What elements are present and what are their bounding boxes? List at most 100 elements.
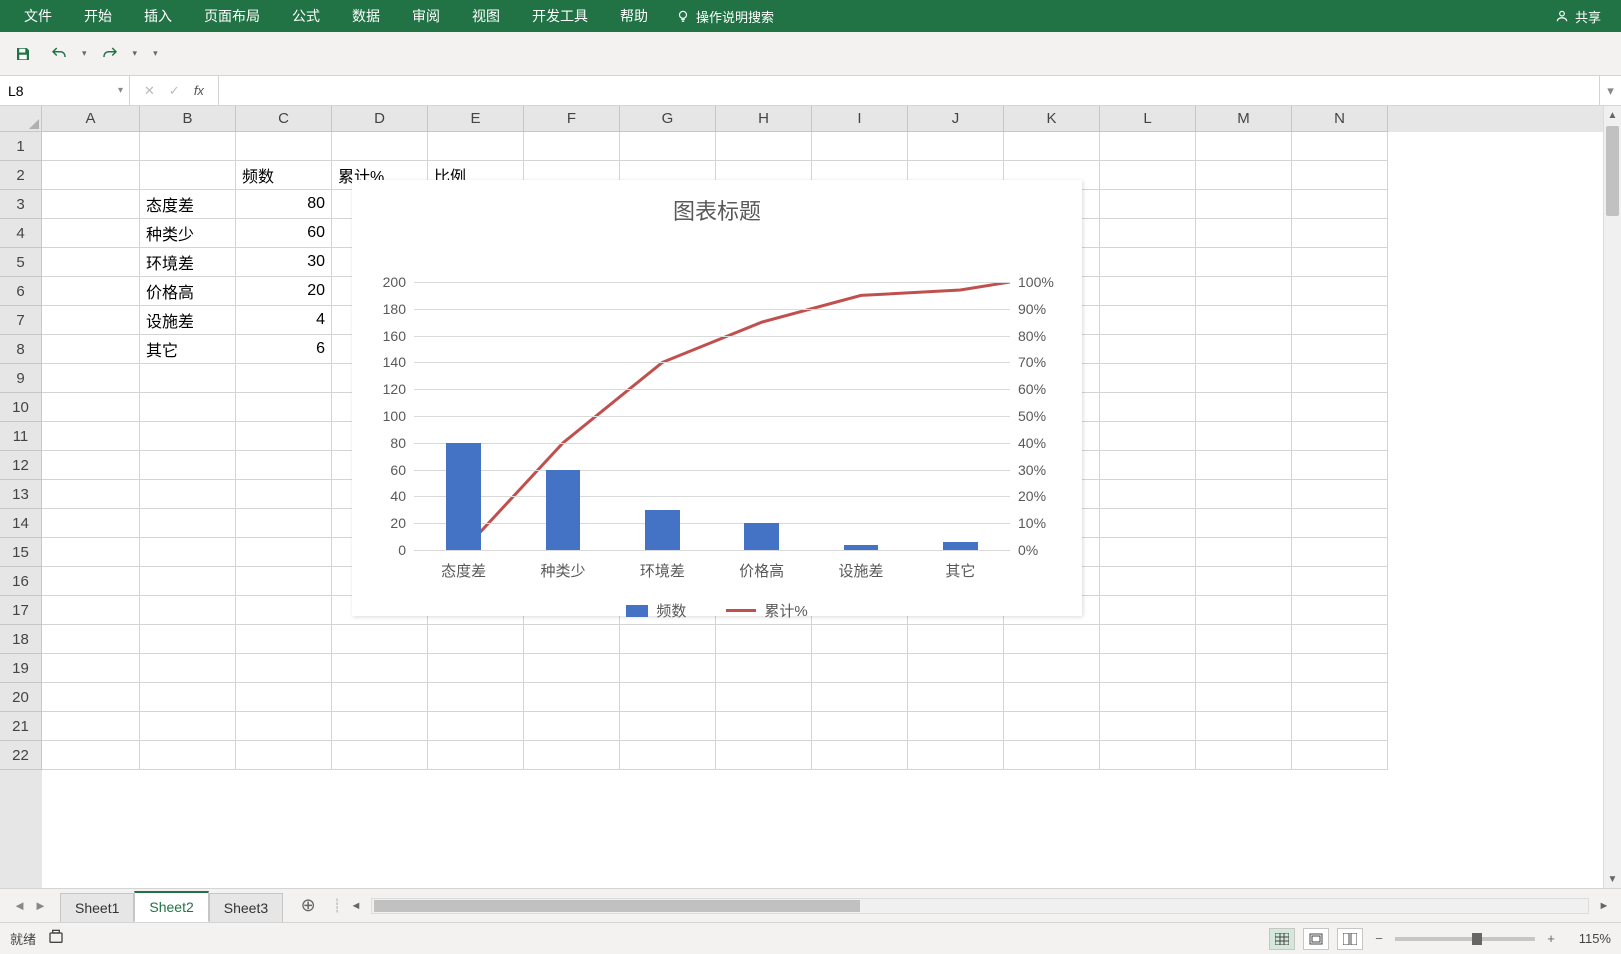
menu-数据[interactable]: 数据 — [336, 0, 396, 32]
row-header-10[interactable]: 10 — [0, 393, 42, 422]
cell-M13[interactable] — [1196, 480, 1292, 509]
cell-B18[interactable] — [140, 625, 236, 654]
cell-M19[interactable] — [1196, 654, 1292, 683]
cell-B13[interactable] — [140, 480, 236, 509]
cell-C6[interactable]: 20 — [236, 277, 332, 306]
qat-customize[interactable]: ▾ — [153, 48, 158, 59]
cell-J21[interactable] — [908, 712, 1004, 741]
cell-J22[interactable] — [908, 741, 1004, 770]
cell-A9[interactable] — [42, 364, 140, 393]
cell-H21[interactable] — [716, 712, 812, 741]
cell-C13[interactable] — [236, 480, 332, 509]
cell-A4[interactable] — [42, 219, 140, 248]
cell-L20[interactable] — [1100, 683, 1196, 712]
menu-开始[interactable]: 开始 — [68, 0, 128, 32]
cell-M22[interactable] — [1196, 741, 1292, 770]
name-box-dropdown[interactable]: ▾ — [118, 85, 123, 96]
cell-N2[interactable] — [1292, 161, 1388, 190]
cell-C21[interactable] — [236, 712, 332, 741]
scroll-up-icon[interactable]: ▲ — [1604, 106, 1621, 124]
cell-E20[interactable] — [428, 683, 524, 712]
cell-M12[interactable] — [1196, 451, 1292, 480]
row-header-17[interactable]: 17 — [0, 596, 42, 625]
cell-L1[interactable] — [1100, 132, 1196, 161]
cell-B15[interactable] — [140, 538, 236, 567]
cell-A20[interactable] — [42, 683, 140, 712]
cell-M1[interactable] — [1196, 132, 1292, 161]
cell-L3[interactable] — [1100, 190, 1196, 219]
cell-L14[interactable] — [1100, 509, 1196, 538]
undo-dropdown[interactable]: ▾ — [82, 48, 87, 59]
cell-G1[interactable] — [620, 132, 716, 161]
col-header-B[interactable]: B — [140, 106, 236, 132]
cell-N22[interactable] — [1292, 741, 1388, 770]
tab-prev-icon[interactable]: ◄ — [13, 898, 26, 913]
cell-K18[interactable] — [1004, 625, 1100, 654]
cell-B1[interactable] — [140, 132, 236, 161]
cell-A1[interactable] — [42, 132, 140, 161]
cell-L18[interactable] — [1100, 625, 1196, 654]
row-header-2[interactable]: 2 — [0, 161, 42, 190]
add-sheet-button[interactable]: ⊕ — [291, 889, 325, 922]
cell-D20[interactable] — [332, 683, 428, 712]
cell-B20[interactable] — [140, 683, 236, 712]
cell-A19[interactable] — [42, 654, 140, 683]
cell-C20[interactable] — [236, 683, 332, 712]
horizontal-scrollbar[interactable]: ┊ ◄ ► — [325, 889, 1621, 922]
cell-B5[interactable]: 环境差 — [140, 248, 236, 277]
cell-M10[interactable] — [1196, 393, 1292, 422]
cell-N13[interactable] — [1292, 480, 1388, 509]
cell-B6[interactable]: 价格高 — [140, 277, 236, 306]
cell-L12[interactable] — [1100, 451, 1196, 480]
cell-H19[interactable] — [716, 654, 812, 683]
col-header-K[interactable]: K — [1004, 106, 1100, 132]
col-header-D[interactable]: D — [332, 106, 428, 132]
menu-审阅[interactable]: 审阅 — [396, 0, 456, 32]
cell-N3[interactable] — [1292, 190, 1388, 219]
formula-input[interactable] — [219, 76, 1599, 105]
row-header-14[interactable]: 14 — [0, 509, 42, 538]
col-header-G[interactable]: G — [620, 106, 716, 132]
cell-M16[interactable] — [1196, 567, 1292, 596]
cell-L2[interactable] — [1100, 161, 1196, 190]
cell-E21[interactable] — [428, 712, 524, 741]
cell-F18[interactable] — [524, 625, 620, 654]
row-header-6[interactable]: 6 — [0, 277, 42, 306]
select-all-corner[interactable] — [0, 106, 42, 132]
cell-G19[interactable] — [620, 654, 716, 683]
cell-M20[interactable] — [1196, 683, 1292, 712]
cell-E22[interactable] — [428, 741, 524, 770]
cell-D21[interactable] — [332, 712, 428, 741]
row-header-12[interactable]: 12 — [0, 451, 42, 480]
row-header-7[interactable]: 7 — [0, 306, 42, 335]
cell-C10[interactable] — [236, 393, 332, 422]
cell-L15[interactable] — [1100, 538, 1196, 567]
cell-F20[interactable] — [524, 683, 620, 712]
col-header-M[interactable]: M — [1196, 106, 1292, 132]
col-header-C[interactable]: C — [236, 106, 332, 132]
macro-recorder-icon[interactable] — [48, 929, 64, 948]
view-page-layout-button[interactable] — [1303, 928, 1329, 950]
cell-N14[interactable] — [1292, 509, 1388, 538]
cell-H20[interactable] — [716, 683, 812, 712]
cell-B19[interactable] — [140, 654, 236, 683]
cell-K22[interactable] — [1004, 741, 1100, 770]
cell-C17[interactable] — [236, 596, 332, 625]
name-box[interactable]: L8 ▾ — [0, 76, 130, 105]
cell-J20[interactable] — [908, 683, 1004, 712]
undo-button[interactable] — [46, 41, 72, 67]
tell-me-search[interactable]: 操作说明搜索 — [664, 0, 786, 32]
menu-文件[interactable]: 文件 — [8, 0, 68, 32]
cell-B22[interactable] — [140, 741, 236, 770]
cell-B17[interactable] — [140, 596, 236, 625]
view-normal-button[interactable] — [1269, 928, 1295, 950]
cell-A22[interactable] — [42, 741, 140, 770]
cell-L21[interactable] — [1100, 712, 1196, 741]
cell-B7[interactable]: 设施差 — [140, 306, 236, 335]
redo-button[interactable] — [97, 41, 123, 67]
cell-C12[interactable] — [236, 451, 332, 480]
cell-N9[interactable] — [1292, 364, 1388, 393]
cell-L9[interactable] — [1100, 364, 1196, 393]
cell-C19[interactable] — [236, 654, 332, 683]
cell-F22[interactable] — [524, 741, 620, 770]
